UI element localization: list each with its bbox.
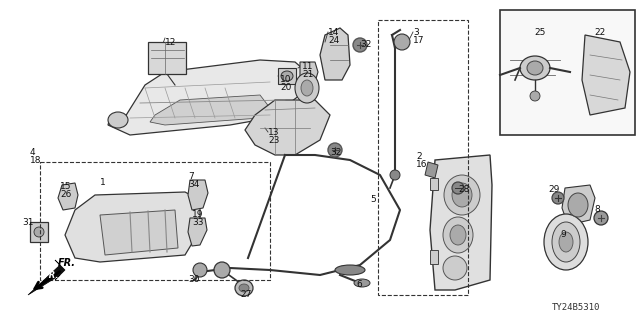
- Ellipse shape: [335, 265, 365, 275]
- Ellipse shape: [390, 170, 400, 180]
- Text: 10: 10: [280, 75, 291, 84]
- Ellipse shape: [552, 222, 580, 262]
- Text: 22: 22: [594, 28, 605, 37]
- Polygon shape: [425, 162, 438, 178]
- Polygon shape: [58, 183, 78, 210]
- Ellipse shape: [235, 280, 253, 296]
- Ellipse shape: [108, 112, 128, 128]
- Ellipse shape: [239, 284, 249, 292]
- Polygon shape: [188, 218, 207, 246]
- Bar: [430, 250, 438, 264]
- Polygon shape: [300, 62, 318, 82]
- Ellipse shape: [450, 225, 466, 245]
- Bar: [30, 222, 48, 242]
- Ellipse shape: [214, 262, 230, 278]
- Polygon shape: [320, 28, 350, 80]
- Text: 21: 21: [302, 70, 314, 79]
- Ellipse shape: [394, 34, 410, 50]
- Ellipse shape: [530, 91, 540, 101]
- Text: 9: 9: [560, 230, 566, 239]
- Ellipse shape: [443, 256, 467, 280]
- Ellipse shape: [544, 214, 588, 270]
- Text: 12: 12: [165, 38, 177, 47]
- Ellipse shape: [444, 175, 480, 215]
- Ellipse shape: [34, 227, 44, 237]
- Bar: [148, 42, 186, 74]
- Ellipse shape: [452, 182, 464, 194]
- Text: 20: 20: [280, 83, 291, 92]
- Text: 28: 28: [458, 185, 469, 194]
- Text: FR.: FR.: [58, 258, 76, 268]
- Text: 23: 23: [268, 136, 280, 145]
- Text: FR.: FR.: [44, 271, 60, 281]
- Ellipse shape: [443, 217, 473, 253]
- Ellipse shape: [594, 211, 608, 225]
- Bar: [430, 178, 438, 190]
- Text: 26: 26: [60, 190, 72, 199]
- Bar: [278, 68, 296, 84]
- Text: 17: 17: [413, 36, 424, 45]
- Text: 15: 15: [60, 182, 72, 191]
- Bar: [378, 20, 468, 295]
- Text: 29: 29: [548, 185, 559, 194]
- Polygon shape: [562, 185, 595, 225]
- Polygon shape: [245, 100, 330, 155]
- Polygon shape: [65, 192, 200, 262]
- Text: 18: 18: [30, 156, 42, 165]
- Polygon shape: [150, 95, 270, 125]
- Ellipse shape: [281, 71, 293, 81]
- Text: 8: 8: [594, 205, 600, 214]
- Text: 19: 19: [192, 210, 204, 219]
- Ellipse shape: [559, 232, 573, 252]
- Text: 24: 24: [328, 36, 339, 45]
- Ellipse shape: [568, 193, 588, 217]
- Text: TY24B5310: TY24B5310: [552, 303, 600, 312]
- Text: 32: 32: [360, 40, 371, 49]
- Ellipse shape: [328, 143, 342, 157]
- Ellipse shape: [520, 56, 550, 80]
- Polygon shape: [28, 260, 65, 295]
- Bar: [500, 10, 635, 135]
- Text: 4: 4: [30, 148, 36, 157]
- Text: 34: 34: [188, 180, 200, 189]
- Polygon shape: [430, 155, 492, 290]
- Polygon shape: [100, 210, 178, 255]
- Ellipse shape: [527, 61, 543, 75]
- Text: 3: 3: [413, 28, 419, 37]
- Text: 32: 32: [330, 148, 341, 157]
- Text: 31: 31: [22, 218, 33, 227]
- Ellipse shape: [353, 38, 367, 52]
- Polygon shape: [582, 35, 630, 115]
- Polygon shape: [108, 60, 310, 135]
- Text: 16: 16: [416, 160, 428, 169]
- Text: 7: 7: [188, 172, 194, 181]
- Ellipse shape: [452, 183, 472, 207]
- Text: 6: 6: [356, 280, 362, 289]
- Text: 27: 27: [240, 290, 252, 299]
- Bar: [40, 162, 270, 280]
- Ellipse shape: [354, 279, 370, 287]
- Text: 11: 11: [302, 62, 314, 71]
- Ellipse shape: [552, 192, 564, 204]
- Text: 5: 5: [370, 195, 376, 204]
- Text: 30: 30: [188, 275, 200, 284]
- Text: 1: 1: [100, 178, 106, 187]
- Polygon shape: [188, 180, 208, 210]
- Text: 2: 2: [416, 152, 422, 161]
- Text: 13: 13: [268, 128, 280, 137]
- Ellipse shape: [193, 263, 207, 277]
- Ellipse shape: [301, 80, 313, 96]
- Text: 33: 33: [192, 218, 204, 227]
- Text: 14: 14: [328, 28, 339, 37]
- Ellipse shape: [295, 73, 319, 103]
- Text: 25: 25: [534, 28, 545, 37]
